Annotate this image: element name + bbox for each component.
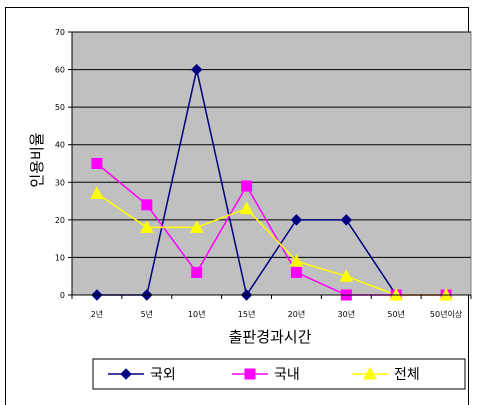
data-point-series-2 xyxy=(91,158,103,169)
data-point-series-3 xyxy=(289,254,304,267)
x-tick-label: 20년 xyxy=(288,309,306,319)
data-point-series-2 xyxy=(141,199,153,211)
legend-label-3: 전체 xyxy=(394,367,420,383)
y-tick-label: 0 xyxy=(60,291,65,300)
x-tick-label: 50년이상 xyxy=(430,309,463,319)
plot-background xyxy=(71,31,472,296)
legend-marker-3 xyxy=(363,366,377,380)
legend: 국외 국내 전체 xyxy=(92,358,466,390)
y-tick-label: 50 xyxy=(55,103,65,112)
legend-marker-2 xyxy=(244,368,256,380)
x-axis-title: 출판경과시간 xyxy=(229,328,312,346)
x-tick-label: 15년 xyxy=(238,309,256,319)
y-tick-label: 30 xyxy=(55,178,65,187)
y-tick-label: 10 xyxy=(55,253,65,262)
y-axis-title: 인용비율 xyxy=(28,132,46,187)
y-tick-label: 70 xyxy=(55,28,65,37)
x-tick-label: 50년 xyxy=(387,309,405,319)
series-line-3 xyxy=(96,192,447,296)
data-point-series-3 xyxy=(339,269,354,282)
data-point-series-2 xyxy=(290,266,302,278)
legend-label-2: 국내 xyxy=(274,367,300,383)
y-tick-label: 20 xyxy=(55,216,65,225)
data-point-series-3 xyxy=(239,201,254,215)
data-point-series-1 xyxy=(340,214,353,226)
legend-label-1: 국외 xyxy=(150,367,176,383)
data-point-series-2 xyxy=(241,180,253,192)
data-point-series-1 xyxy=(190,63,203,76)
legend-marker-1 xyxy=(120,368,132,380)
legend-box xyxy=(92,358,466,390)
y-tick-label: 40 xyxy=(55,141,65,150)
y-tick-label: 60 xyxy=(55,66,65,75)
x-tick-label: 5년 xyxy=(141,309,153,319)
data-point-series-3 xyxy=(189,220,204,233)
x-tick-label: 10년 xyxy=(188,309,206,319)
data-point-series-3 xyxy=(139,220,154,233)
x-tick-label: 2년 xyxy=(91,309,103,319)
x-axis-ticks: 2년 5년 10년 15년 20년 30년 50년 50년이상 xyxy=(71,295,472,319)
gridlines xyxy=(72,31,471,258)
data-point-series-1 xyxy=(290,214,303,226)
data-point-series-2 xyxy=(191,266,203,278)
plot-area xyxy=(71,31,472,296)
x-tick-label: 30년 xyxy=(338,309,356,319)
series-line-1 xyxy=(96,69,447,297)
data-point-series-3 xyxy=(90,186,104,200)
